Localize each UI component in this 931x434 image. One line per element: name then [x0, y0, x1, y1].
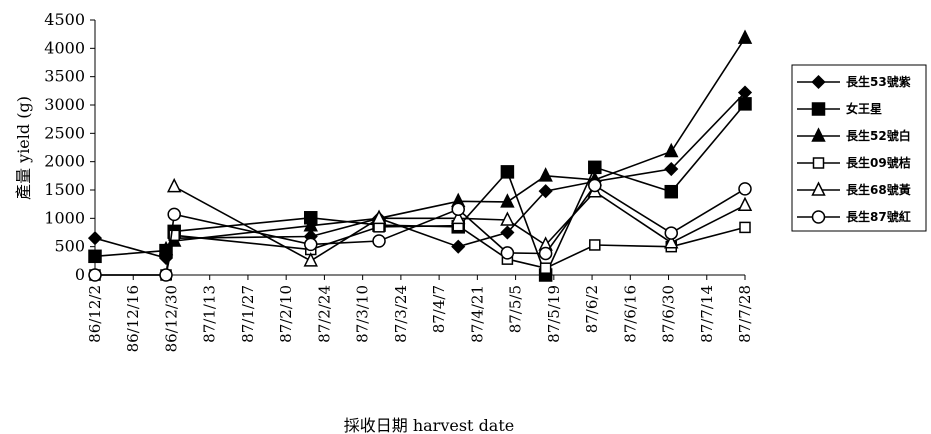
- x-tick-label: 87/1/27: [239, 285, 257, 343]
- x-tick-label: 87/3/24: [392, 285, 410, 343]
- series-2: [88, 97, 752, 282]
- data-point: [811, 102, 826, 116]
- legend-label: 長生09號桔: [846, 155, 911, 170]
- x-tick-label: 87/4/7: [430, 285, 448, 333]
- data-point: [303, 252, 318, 267]
- data-point: [88, 268, 102, 282]
- data-point: [451, 209, 466, 225]
- x-tick-label: 87/2/10: [277, 285, 295, 343]
- legend-item: 長生68號黃: [797, 181, 911, 197]
- legend-label: 長生87號紅: [846, 209, 911, 224]
- data-point: [738, 97, 752, 111]
- data-point: [538, 184, 553, 199]
- data-point: [811, 181, 826, 196]
- data-point: [539, 262, 552, 274]
- y-axis-title: 產量 yield (g): [14, 96, 33, 200]
- data-point: [811, 127, 826, 142]
- x-tick-label: 87/3/10: [354, 285, 372, 343]
- data-point: [87, 231, 103, 246]
- data-point: [664, 184, 679, 199]
- y-tick-label: 2500: [44, 123, 85, 142]
- data-point: [664, 226, 679, 240]
- series-line: [165, 37, 746, 251]
- y-tick-label: 500: [54, 237, 85, 256]
- data-point: [167, 207, 181, 222]
- x-tick-label: 87/7/14: [698, 285, 716, 343]
- data-point: [166, 177, 182, 193]
- series-group: [87, 29, 753, 282]
- data-point: [664, 234, 679, 249]
- x-tick-label: 86/12/2: [86, 285, 104, 343]
- x-axis-title: 採收日期 harvest date: [344, 416, 515, 434]
- legend-item: 長生52號白: [797, 127, 911, 143]
- data-point: [451, 202, 465, 217]
- data-point: [664, 161, 679, 177]
- series-line: [94, 103, 746, 278]
- y-tick-label: 0: [75, 265, 85, 284]
- data-point: [811, 74, 826, 90]
- x-tick-label: 86/12/30: [162, 285, 180, 352]
- y-tick-label: 4000: [44, 38, 85, 57]
- data-point: [664, 142, 679, 158]
- legend-item: 女王星: [797, 101, 882, 116]
- x-axis-ticks: 86/12/2 86/12/16 86/12/30 87/1/13 87/1/27 87/…: [86, 275, 754, 352]
- legend-label: 長生68號黃: [846, 182, 911, 197]
- legend-item: 長生09號桔: [797, 155, 911, 170]
- y-tick-label: 3500: [44, 67, 85, 86]
- data-point: [304, 237, 318, 252]
- data-point: [500, 225, 515, 240]
- data-point: [372, 234, 386, 248]
- x-tick-label: 86/12/16: [124, 285, 142, 352]
- legend-box: [791, 64, 927, 232]
- series-6: [88, 178, 752, 282]
- data-point: [451, 239, 466, 254]
- data-point: [811, 210, 826, 224]
- legend-item: 長生87號紅: [797, 209, 911, 224]
- data-point: [168, 229, 180, 242]
- data-point: [738, 182, 752, 196]
- x-tick-label: 87/6/16: [621, 285, 639, 343]
- y-tick-label: 4500: [44, 10, 85, 29]
- legend-label: 長生53號紫: [846, 74, 911, 89]
- y-tick-label: 3000: [44, 95, 85, 114]
- x-tick-label: 87/1/13: [201, 285, 219, 343]
- x-tick-label: 87/5/5: [507, 285, 525, 333]
- x-tick-label: 87/4/21: [468, 285, 486, 343]
- data-point: [500, 165, 515, 179]
- y-tick-label: 1500: [44, 180, 85, 199]
- data-point: [812, 157, 825, 169]
- y-tick-label: 1000: [44, 208, 85, 227]
- series-line: [94, 91, 746, 259]
- data-point: [737, 196, 753, 212]
- data-point: [589, 239, 601, 251]
- x-tick-label: 87/5/19: [545, 285, 563, 343]
- series-5: [166, 177, 753, 267]
- x-tick-label: 87/2/24: [315, 285, 333, 343]
- data-point: [538, 246, 553, 261]
- legend-label: 長生52號白: [846, 128, 911, 143]
- data-point: [538, 167, 553, 182]
- x-tick-label: 87/7/28: [736, 285, 754, 343]
- data-point: [371, 209, 387, 225]
- data-point: [88, 249, 102, 264]
- x-tick-label: 87/6/2: [583, 285, 601, 333]
- legend-item: 長生53號紫: [797, 74, 911, 90]
- data-point: [739, 221, 751, 234]
- legend-label: 女王星: [846, 101, 882, 116]
- data-point: [588, 178, 602, 193]
- data-point: [737, 29, 753, 44]
- data-point: [500, 246, 515, 260]
- y-axis-ticks: 0 500 1000 1500 2000 2500 3000 3500 4000 4500: [44, 10, 95, 284]
- x-tick-label: 87/6/30: [660, 285, 678, 343]
- data-point: [500, 193, 515, 208]
- data-point: [159, 268, 173, 282]
- data-point: [500, 211, 515, 226]
- data-point: [303, 217, 318, 232]
- y-tick-label: 2000: [44, 152, 85, 171]
